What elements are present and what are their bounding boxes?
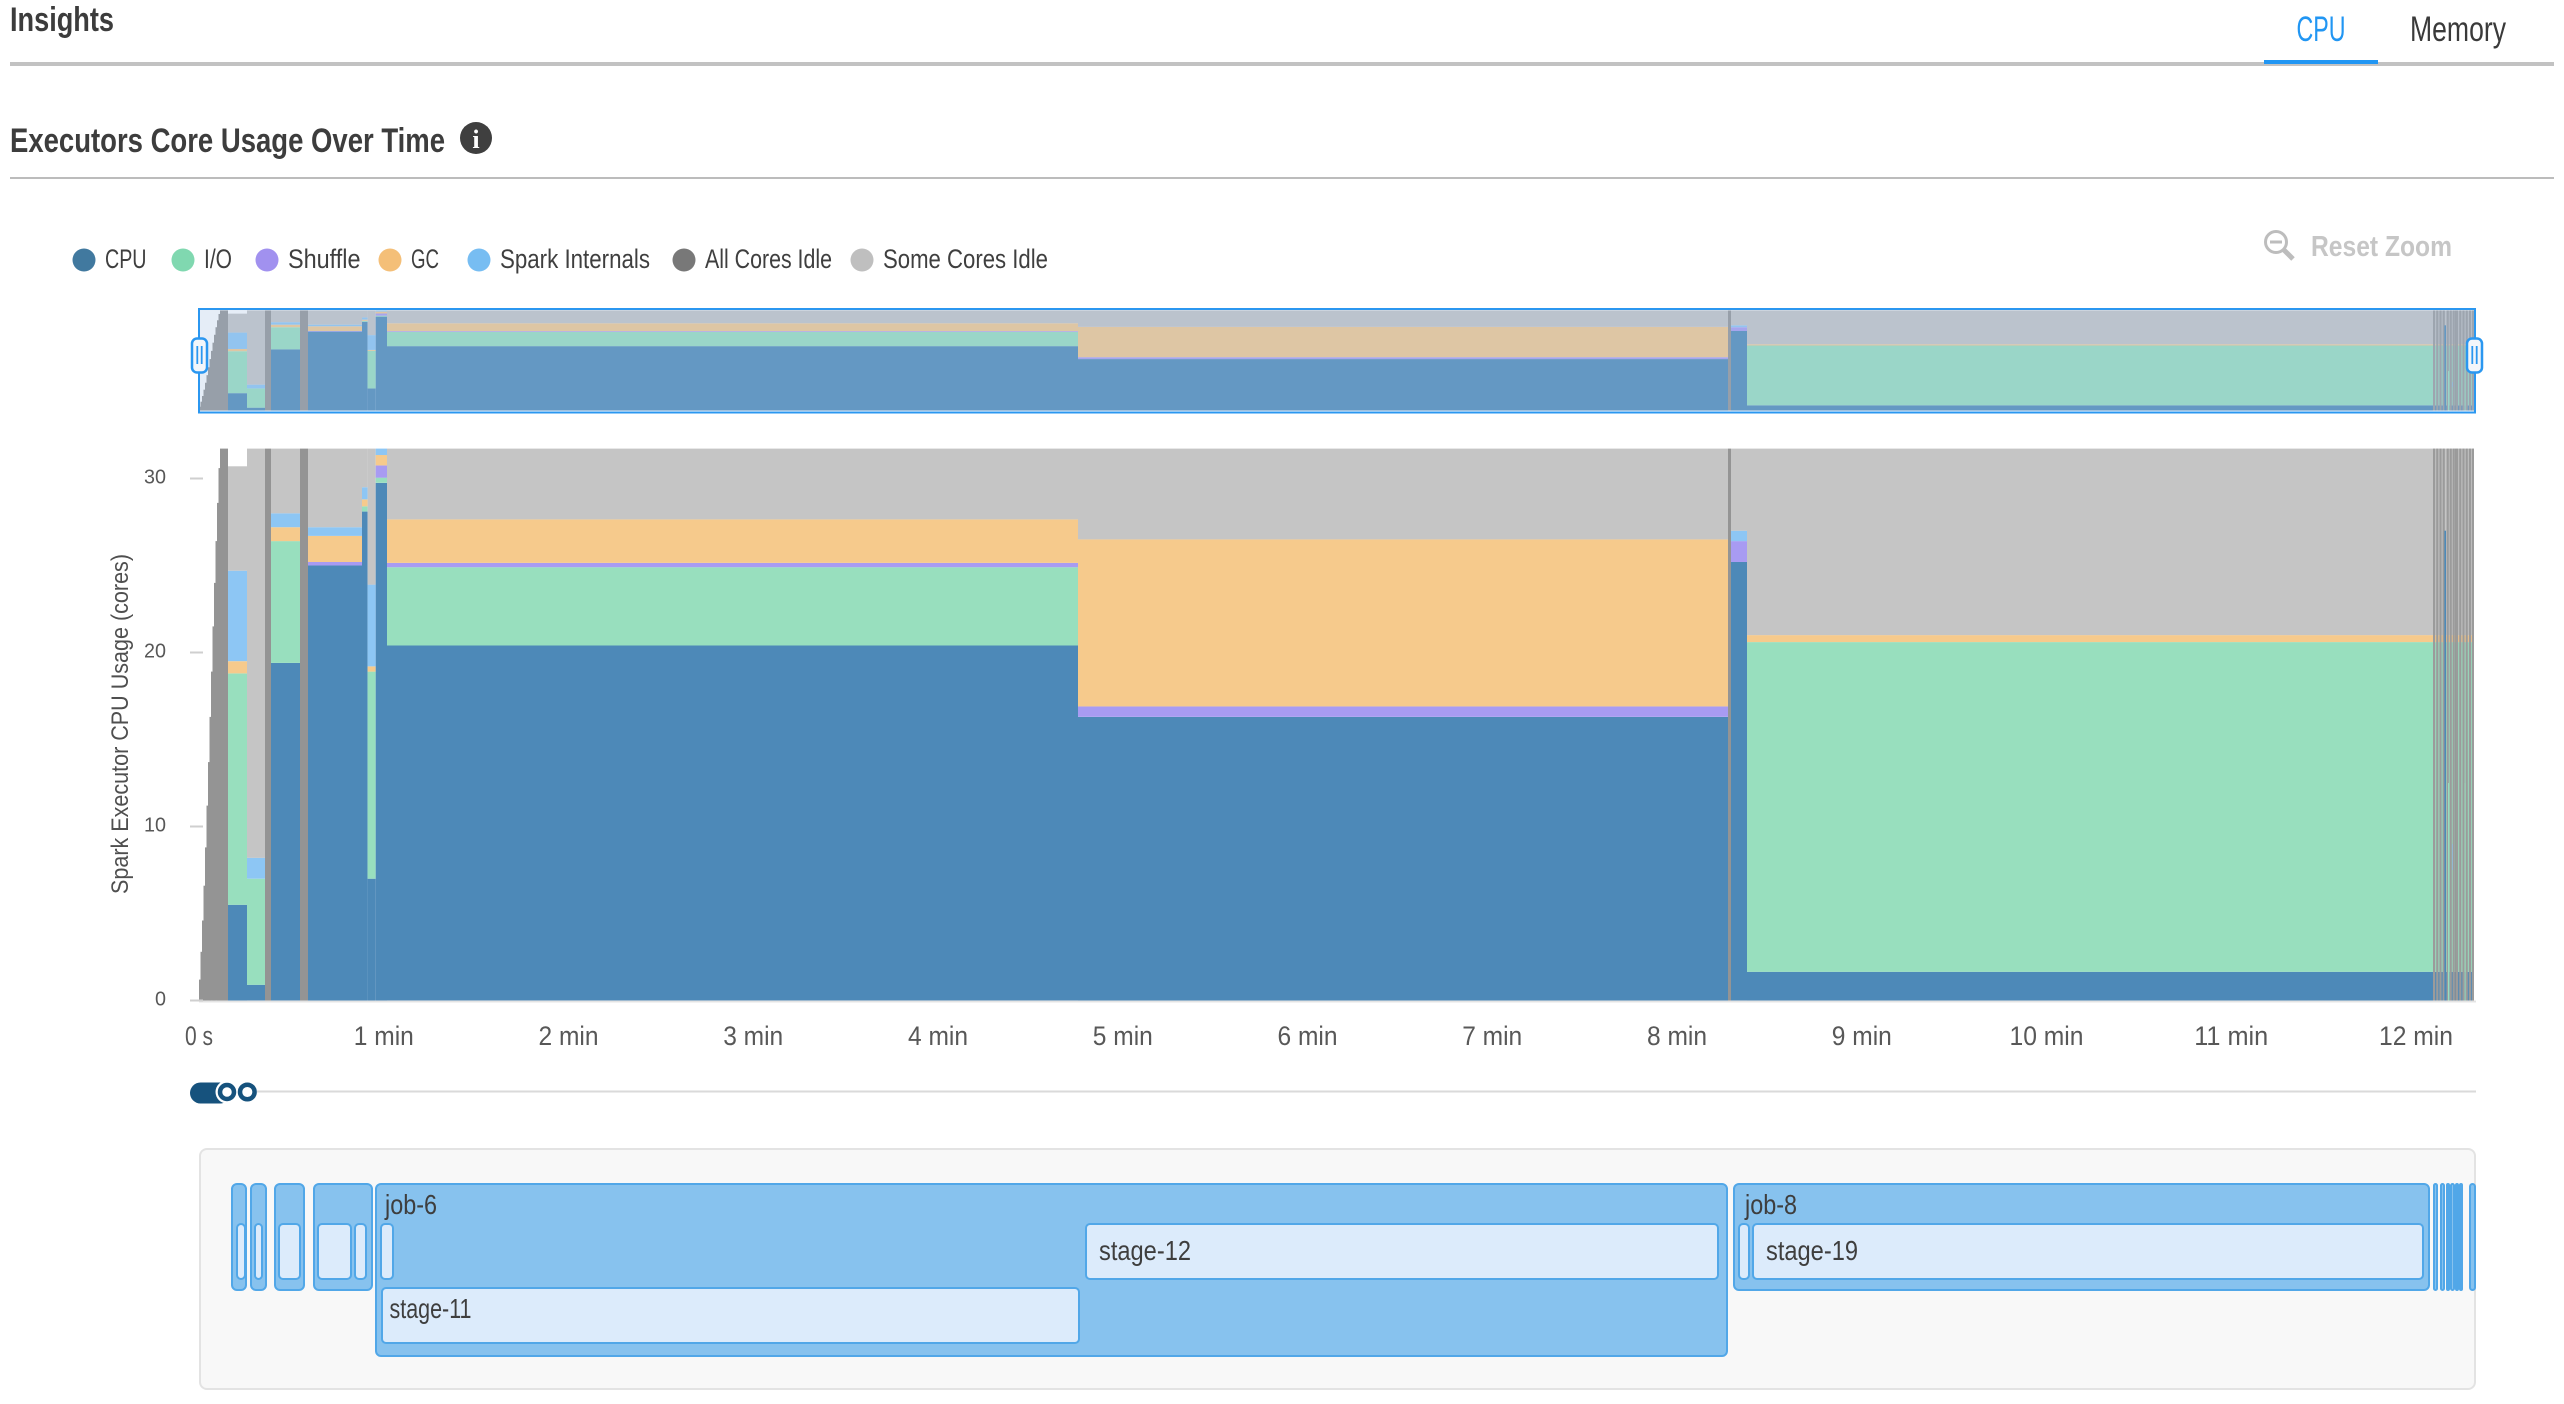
svg-text:Shuffle: Shuffle xyxy=(288,244,361,274)
svg-text:I/O: I/O xyxy=(204,244,232,274)
svg-text:Insights: Insights xyxy=(10,1,114,39)
svg-text:5 min: 5 min xyxy=(1093,1021,1153,1051)
svg-text:0 s: 0 s xyxy=(185,1021,213,1051)
svg-text:12 min: 12 min xyxy=(2379,1021,2453,1051)
svg-text:Spark Executor CPU Usage (core: Spark Executor CPU Usage (cores) xyxy=(107,554,134,894)
svg-text:20: 20 xyxy=(144,641,166,663)
svg-text:i: i xyxy=(472,125,479,154)
svg-text:4 min: 4 min xyxy=(908,1021,968,1051)
svg-text:stage-12: stage-12 xyxy=(1099,1235,1191,1266)
svg-text:stage-19: stage-19 xyxy=(1766,1235,1858,1266)
svg-text:10 min: 10 min xyxy=(2010,1021,2084,1051)
svg-text:Executors Core Usage Over Time: Executors Core Usage Over Time xyxy=(10,122,445,160)
svg-text:10: 10 xyxy=(144,815,166,837)
svg-text:Reset Zoom: Reset Zoom xyxy=(2311,231,2452,263)
svg-text:Spark Internals: Spark Internals xyxy=(500,244,650,274)
svg-text:stage-11: stage-11 xyxy=(390,1293,472,1324)
svg-text:job-8: job-8 xyxy=(1744,1189,1797,1220)
svg-text:11 min: 11 min xyxy=(2194,1021,2268,1051)
svg-text:Some Cores Idle: Some Cores Idle xyxy=(883,244,1048,274)
svg-text:6 min: 6 min xyxy=(1278,1021,1338,1051)
svg-text:All Cores Idle: All Cores Idle xyxy=(705,244,832,274)
svg-text:9 min: 9 min xyxy=(1832,1021,1892,1051)
svg-text:job-6: job-6 xyxy=(384,1189,437,1220)
svg-text:8 min: 8 min xyxy=(1647,1021,1707,1051)
svg-text:30: 30 xyxy=(144,467,166,489)
svg-text:3 min: 3 min xyxy=(723,1021,783,1051)
svg-text:Memory: Memory xyxy=(2410,10,2506,49)
svg-text:2 min: 2 min xyxy=(539,1021,599,1051)
svg-text:7 min: 7 min xyxy=(1462,1021,1522,1051)
svg-text:0: 0 xyxy=(155,989,166,1011)
svg-text:CPU: CPU xyxy=(105,244,147,274)
svg-text:GC: GC xyxy=(411,244,439,274)
svg-text:1 min: 1 min xyxy=(354,1021,414,1051)
svg-text:CPU: CPU xyxy=(2297,10,2346,49)
